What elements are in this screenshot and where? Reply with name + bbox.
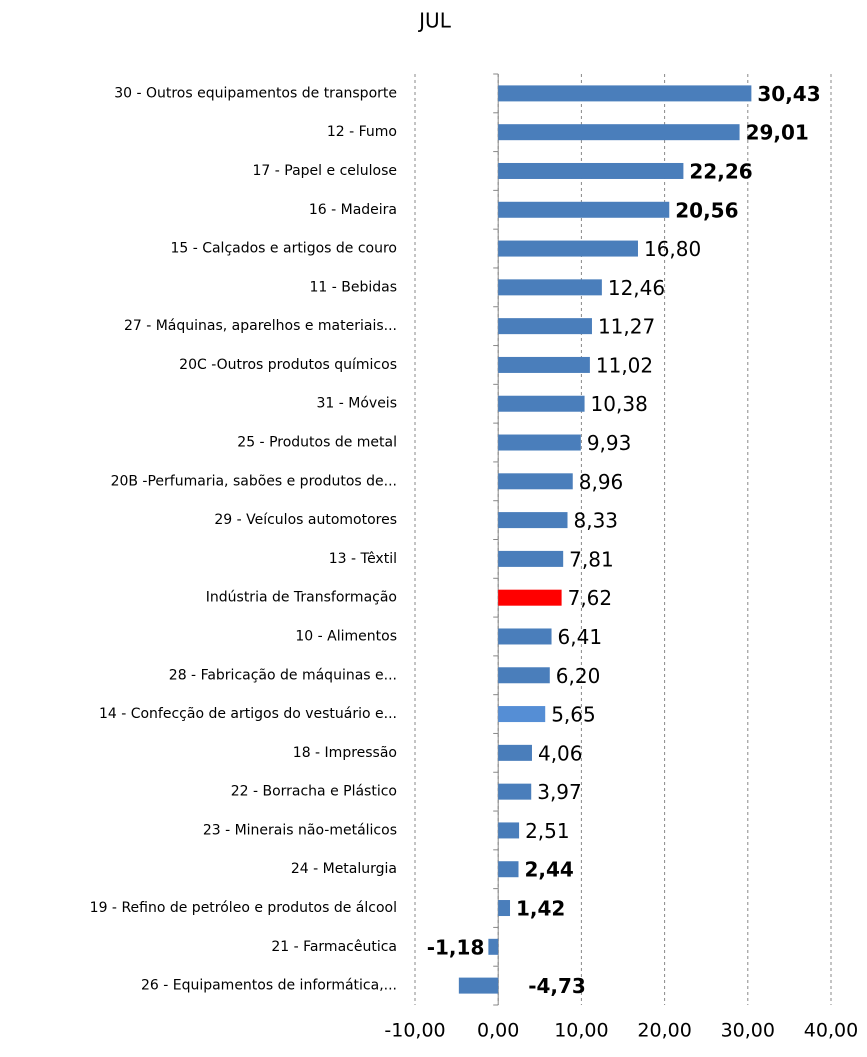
category-label: Indústria de Transformação [206, 590, 397, 606]
bar [498, 124, 740, 141]
category-label: 10 - Alimentos [295, 628, 397, 644]
category-label: 15 - Calçados e artigos de couro [170, 241, 397, 257]
chart-title: JUL [417, 9, 452, 33]
category-label: 17 - Papel e celulose [253, 163, 398, 179]
value-label: 29,01 [746, 121, 809, 145]
bar [498, 783, 532, 800]
value-label: 20,56 [675, 198, 738, 222]
bar [498, 512, 568, 529]
value-label: 11,27 [598, 315, 655, 339]
category-label: 20B -Perfumaria, sabões e produtos de... [111, 473, 397, 489]
bar [498, 279, 602, 296]
bar [498, 240, 638, 257]
value-label: 30,43 [757, 82, 820, 106]
bar [498, 434, 581, 451]
value-label: -4,73 [528, 974, 586, 998]
value-label: 7,62 [568, 586, 613, 610]
category-label: 22 - Borracha e Plástico [231, 784, 397, 800]
value-label: 8,33 [574, 509, 619, 533]
category-label: 11 - Bebidas [309, 279, 397, 295]
bar [498, 318, 592, 335]
category-label: 24 - Metalurgia [291, 861, 397, 877]
value-label: 11,02 [596, 353, 653, 377]
category-label: 25 - Produtos de metal [237, 435, 397, 451]
bar [498, 162, 684, 179]
category-label: 29 - Veículos automotores [214, 512, 397, 528]
x-tick-label: 40,00 [804, 1020, 858, 1042]
value-label: 2,44 [525, 858, 574, 882]
bar [498, 395, 585, 412]
category-label: 20C -Outros produtos químicos [179, 357, 397, 373]
x-tick-label: 30,00 [721, 1020, 775, 1042]
value-label: 1,42 [516, 897, 565, 921]
bar [498, 589, 562, 606]
bar [498, 550, 564, 567]
value-label: 16,80 [644, 237, 701, 261]
value-label: 22,26 [689, 159, 752, 183]
category-label: 16 - Madeira [309, 202, 397, 218]
category-label: 26 - Equipamentos de informática,... [141, 978, 397, 994]
bar [498, 473, 573, 490]
category-label: 30 - Outros equipamentos de transporte [114, 85, 397, 101]
bar [498, 900, 511, 917]
value-label: 2,51 [525, 819, 570, 843]
x-tick-label: 0,00 [477, 1020, 519, 1042]
category-label: 19 - Refino de petróleo e produtos de ál… [90, 900, 397, 916]
bar [458, 977, 499, 994]
value-label: 12,46 [608, 276, 665, 300]
bar [498, 201, 670, 218]
x-tick-label: -10,00 [384, 1020, 445, 1042]
bar [498, 822, 520, 839]
value-label: 6,20 [556, 664, 601, 688]
category-label: 31 - Móveis [317, 396, 398, 412]
category-label: 27 - Máquinas, aparelhos e materiais... [124, 318, 397, 334]
bar [488, 938, 499, 955]
category-label: 14 - Confecção de artigos do vestuário e… [99, 706, 397, 722]
value-label: 7,81 [569, 547, 614, 571]
bar [498, 744, 532, 761]
value-label: 5,65 [551, 703, 596, 727]
value-label: 3,97 [537, 780, 582, 804]
value-label: -1,18 [427, 935, 485, 959]
x-tick-label: 10,00 [554, 1020, 608, 1042]
category-label: 28 - Fabricação de máquinas e... [169, 667, 397, 683]
value-label: 8,96 [579, 470, 624, 494]
value-label: 4,06 [538, 741, 583, 765]
bar [498, 356, 590, 373]
bar [498, 85, 752, 102]
bar [498, 861, 519, 878]
category-label: 23 - Minerais não-metálicos [203, 822, 397, 838]
value-label: 9,93 [587, 431, 632, 455]
bar [498, 667, 550, 684]
category-label: 12 - Fumo [327, 124, 397, 140]
value-label: 6,41 [558, 625, 603, 649]
category-label: 13 - Têxtil [329, 551, 397, 567]
value-label: 10,38 [591, 392, 648, 416]
bar [498, 706, 546, 723]
category-label: 18 - Impressão [293, 745, 397, 761]
x-tick-label: 20,00 [637, 1020, 691, 1042]
category-label: 21 - Farmacêutica [271, 939, 397, 955]
bar [498, 628, 552, 645]
